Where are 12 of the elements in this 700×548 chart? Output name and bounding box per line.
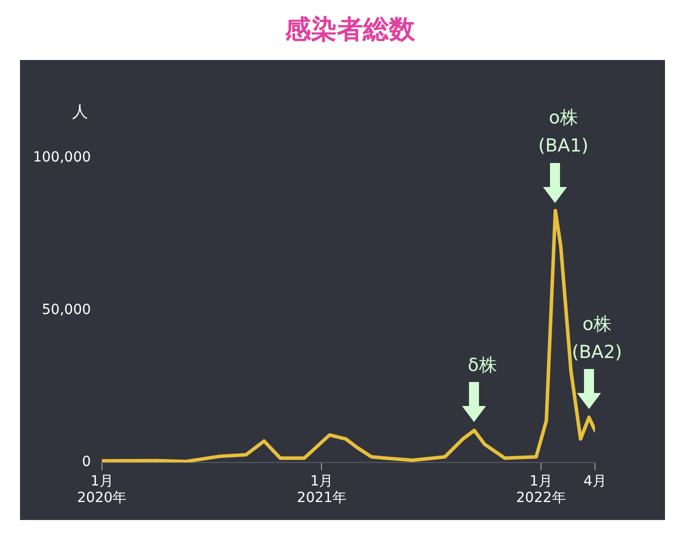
x-tick-label: 1月 2022年 xyxy=(516,473,566,506)
x-tick-label: 4月 xyxy=(584,473,606,490)
annotation: ο株 (BA2) xyxy=(572,314,622,364)
chart-title: 感染者総数 xyxy=(284,14,416,47)
x-tick-label: 1月 2020年 xyxy=(77,473,127,506)
y-axis-title: 人 xyxy=(72,102,88,122)
x-tick-label: 1月 2021年 xyxy=(296,473,347,506)
y-tick-label: 0 xyxy=(82,454,91,470)
annotation: δ株 xyxy=(468,355,497,376)
annotation: ο株 (BA1) xyxy=(538,107,588,156)
y-tick-label: 50,000 xyxy=(42,302,91,318)
y-tick-label: 100,000 xyxy=(32,150,91,166)
